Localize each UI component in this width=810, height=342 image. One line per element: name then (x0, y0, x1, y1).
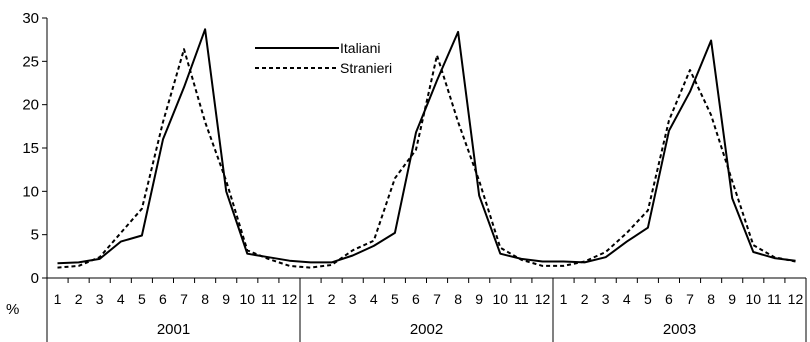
x-tick-label: 2 (328, 291, 336, 307)
x-tick-label: 9 (222, 291, 230, 307)
year-label: 2003 (663, 321, 696, 338)
y-tick-label: 5 (31, 227, 39, 244)
x-tick-label: 6 (159, 291, 167, 307)
legend-label-italiani: Italiani (340, 40, 380, 56)
x-tick-label: 10 (493, 291, 509, 307)
y-axis-unit-label: % (6, 301, 19, 318)
x-tick-label: 1 (54, 291, 62, 307)
x-tick-label: 11 (514, 291, 529, 307)
y-tick-label: 25 (22, 53, 39, 70)
x-tick-label: 4 (370, 291, 378, 307)
x-tick-label: 12 (535, 291, 551, 307)
legend: Italiani Stranieri (255, 40, 392, 76)
x-tick-label: 2 (581, 291, 589, 307)
x-tick-label: 3 (349, 291, 357, 307)
x-tick-label: 3 (602, 291, 610, 307)
series-line-stranieri (57, 48, 796, 269)
x-tick-label: 8 (201, 291, 209, 307)
legend-label-stranieri: Stranieri (340, 60, 392, 76)
year-label: 2002 (410, 321, 443, 338)
y-tick-label: 15 (22, 140, 39, 157)
x-tick-label: 6 (665, 291, 673, 307)
y-tick-label: 10 (22, 183, 39, 200)
x-tick-label: 10 (240, 291, 256, 307)
y-tick-label: 30 (22, 10, 39, 27)
x-tick-label: 8 (454, 291, 462, 307)
x-tick-label: 12 (788, 291, 804, 307)
x-tick-label: 7 (433, 291, 441, 307)
x-tick-label: 5 (391, 291, 399, 307)
x-tick-label: 3 (96, 291, 104, 307)
y-tick-label: 0 (31, 270, 39, 287)
x-tick-label: 11 (767, 291, 782, 307)
x-tick-label: 5 (644, 291, 652, 307)
y-tick-label: 20 (22, 97, 39, 114)
plot-area (57, 28, 796, 269)
x-tick-label: 9 (475, 291, 483, 307)
x-tick-label: 6 (412, 291, 420, 307)
x-tick-label: 1 (560, 291, 568, 307)
x-tick-label: 4 (623, 291, 631, 307)
x-tick-label: 8 (707, 291, 715, 307)
y-axis: 0 5 10 15 20 25 30 (22, 10, 48, 287)
x-tick-label: 11 (261, 291, 276, 307)
x-tick-label: 9 (728, 291, 736, 307)
x-tick-label: 5 (138, 291, 146, 307)
x-tick-label: 10 (746, 291, 762, 307)
year-label: 2001 (157, 321, 190, 338)
x-tick-label: 4 (117, 291, 125, 307)
x-tick-label: 2 (75, 291, 83, 307)
x-tick-label: 7 (686, 291, 694, 307)
x-axis: 1 2 3 4 5 6 7 8 9 10 11 12 1 2 3 4 5 6 7 8 9 10 11 12 1 2 3 4 5 6 7 8 9 1… (46, 277, 807, 342)
x-tick-label: 12 (282, 291, 298, 307)
x-tick-label: 1 (307, 291, 315, 307)
x-tick-label: 7 (180, 291, 188, 307)
series-line-italiani (57, 28, 796, 265)
